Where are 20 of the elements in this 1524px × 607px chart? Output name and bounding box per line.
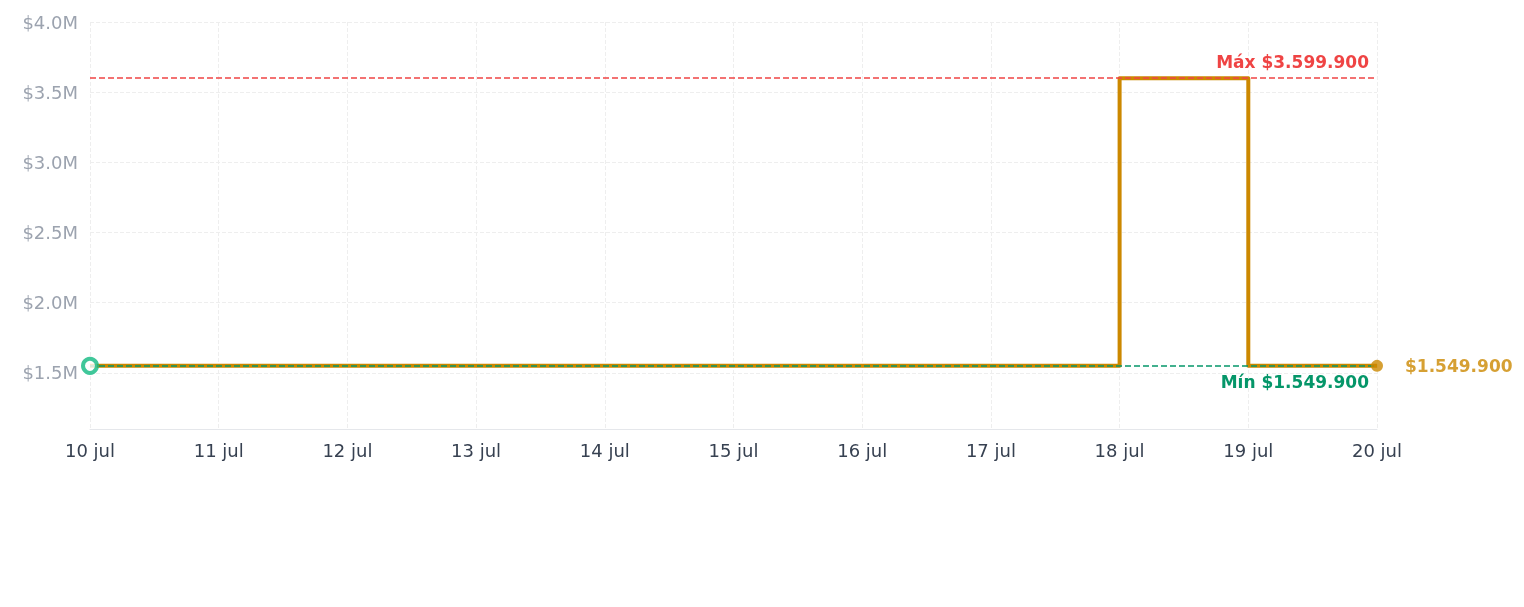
x-tick-label: 15 jul bbox=[708, 439, 759, 461]
data-label: $1.549.900 bbox=[1405, 355, 1513, 376]
x-tick-label: 14 jul bbox=[579, 439, 630, 461]
x-tick-label: 18 jul bbox=[1094, 439, 1145, 461]
ref-line-label: Mín $1.549.900 bbox=[1220, 372, 1370, 393]
y-tick-label: $3.0M bbox=[22, 151, 78, 173]
y-tick-label: $3.5M bbox=[22, 81, 78, 103]
x-tick-label: 13 jul bbox=[451, 439, 502, 461]
x-tick-label: 10 jul bbox=[64, 439, 116, 461]
y-tick-label: $1.5M bbox=[22, 362, 78, 384]
x-tick-label: 11 jul bbox=[193, 439, 244, 461]
x-tick-label: 20 jul bbox=[1351, 439, 1403, 461]
ref-line-label: Máx $3.599.900 bbox=[1216, 51, 1370, 72]
x-tick-label: 19 jul bbox=[1223, 439, 1274, 461]
x-tick-label: 12 jul bbox=[322, 439, 373, 461]
x-tick-label: 16 jul bbox=[837, 439, 888, 461]
x-tick-label: 17 jul bbox=[965, 439, 1016, 461]
y-tick-label: $4.0M bbox=[22, 11, 78, 33]
y-tick-label: $2.0M bbox=[22, 292, 78, 314]
y-tick-label: $2.5M bbox=[22, 222, 78, 244]
